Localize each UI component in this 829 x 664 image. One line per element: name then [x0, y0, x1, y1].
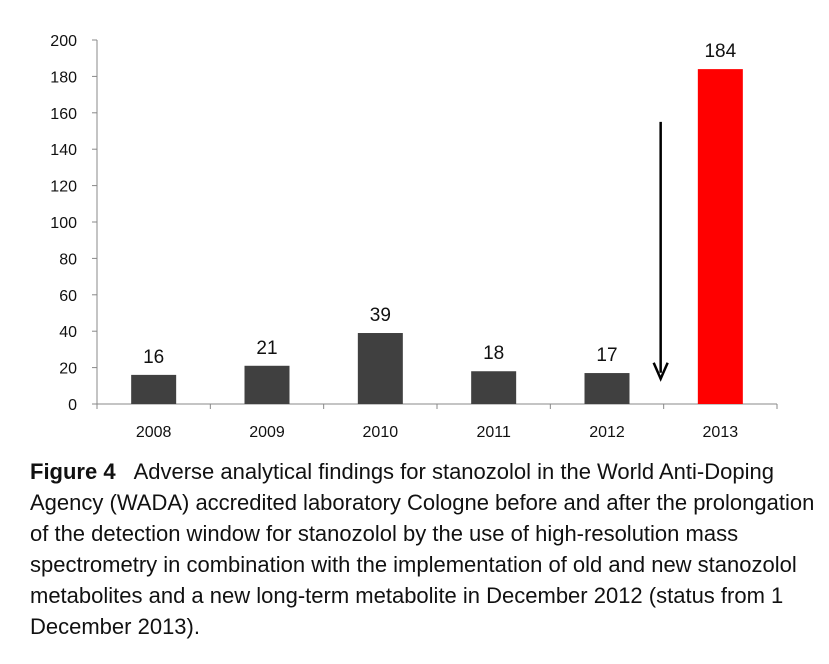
- bar-2008: [131, 374, 177, 404]
- data-label-2009: 21: [256, 338, 277, 359]
- arrow-head: [652, 362, 669, 382]
- caption-text: Adverse analytical findings for stanozol…: [30, 459, 815, 639]
- bar-2012: [584, 373, 630, 404]
- data-label-2008: 16: [143, 347, 164, 368]
- x-axis: 2008 2009 2010 2011 2012 2013: [96, 403, 778, 441]
- x-tick-label: 2013: [703, 424, 739, 441]
- y-tick-label: 40: [59, 324, 77, 341]
- bars: [131, 69, 743, 405]
- y-tick-label: 100: [50, 215, 77, 232]
- bar-2009: [244, 365, 290, 404]
- x-tick-label: 2008: [136, 424, 172, 441]
- x-tick-label: 2011: [476, 424, 511, 441]
- y-tick-label: 20: [59, 361, 77, 378]
- data-labels: 16 21 39 18 17 184: [143, 41, 737, 368]
- bar-2013: [697, 69, 743, 405]
- bar-chart: 0 20 40 60 80 100 120 140 160 180 200 2008 2009 2010…: [50, 33, 778, 441]
- annotation-arrow: [652, 121, 669, 382]
- y-tick-label: 0: [68, 397, 77, 414]
- y-tick-label: 120: [50, 179, 77, 196]
- y-tick-label: 200: [50, 33, 77, 50]
- x-tick-label: 2012: [589, 424, 625, 441]
- y-tick-label: 60: [59, 288, 77, 305]
- y-tick-label: 180: [50, 69, 77, 86]
- y-axis: 0 20 40 60 80 100 120 140 160 180 200: [50, 33, 98, 414]
- figure-caption: Figure 4 Adverse analytical findings for …: [30, 456, 820, 642]
- y-tick-label: 140: [50, 142, 77, 159]
- data-label-2013: 184: [704, 41, 736, 62]
- figure-label: Figure 4: [30, 459, 116, 484]
- y-tick-label: 80: [59, 251, 77, 268]
- x-tick-label: 2009: [249, 424, 285, 441]
- data-label-2011: 18: [483, 343, 504, 364]
- y-tick-label: 160: [50, 106, 77, 123]
- data-label-2010: 39: [370, 305, 391, 326]
- x-tick-label: 2010: [363, 424, 399, 441]
- bar-2010: [357, 333, 403, 404]
- data-label-2012: 17: [596, 345, 617, 366]
- bar-2011: [471, 371, 517, 404]
